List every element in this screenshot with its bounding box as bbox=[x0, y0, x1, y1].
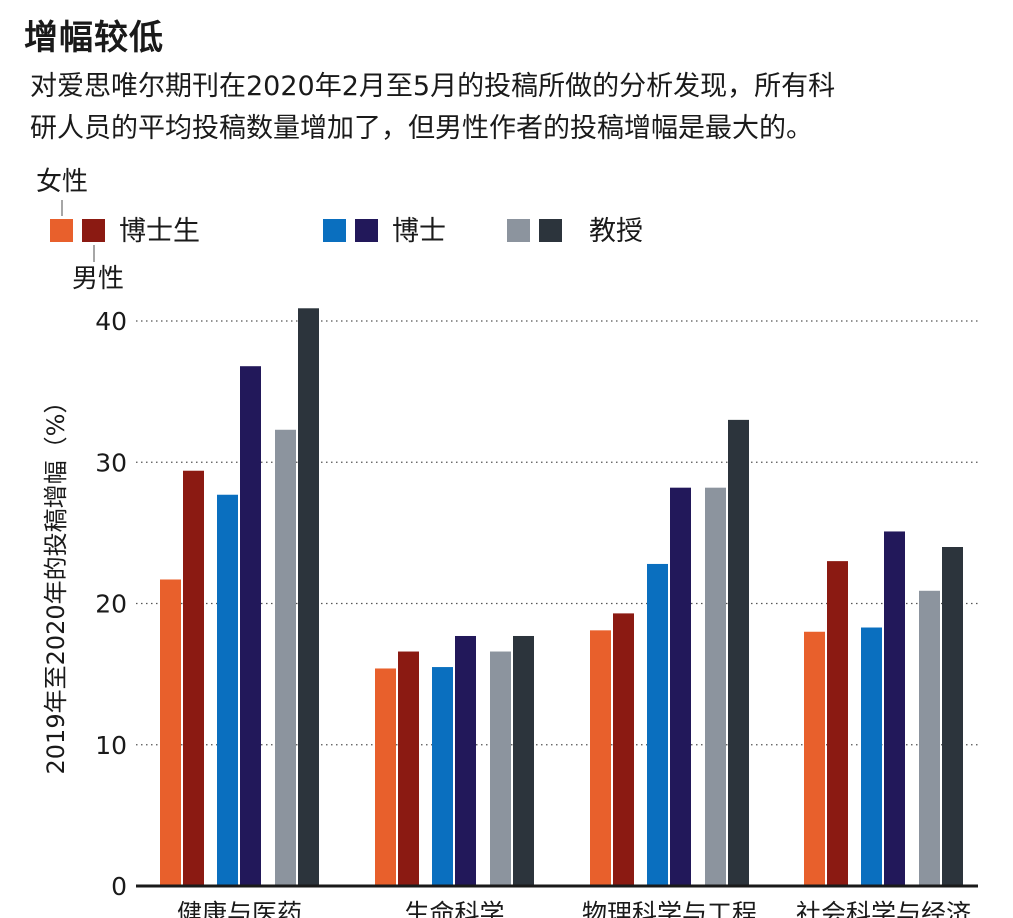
bar-4-4 bbox=[884, 531, 905, 886]
y-tick-label-40: 40 bbox=[95, 307, 127, 336]
subtitle-line-2: 研人员的平均投稿数量增加了，但男性作者的投稿增幅是最大的。 bbox=[30, 113, 813, 144]
y-tick-label-20: 20 bbox=[95, 590, 127, 619]
bar-2-5 bbox=[490, 651, 511, 886]
bar-3-1 bbox=[590, 630, 611, 886]
bar-1-4 bbox=[240, 366, 261, 886]
legend-label-3: 教授 bbox=[589, 216, 643, 247]
bar-1-3 bbox=[217, 494, 238, 886]
x-category-label-4: 社会科学与经济 bbox=[796, 899, 971, 918]
x-category-label-2: 生命科学 bbox=[404, 899, 504, 918]
legend-label-2: 博士 bbox=[392, 216, 446, 247]
legend-swatch-2-male bbox=[355, 219, 378, 242]
bar-1-2 bbox=[183, 470, 204, 886]
bar-1-5 bbox=[275, 429, 296, 886]
x-category-label-3: 物理科学与工程 bbox=[582, 899, 757, 918]
bar-3-3 bbox=[647, 563, 668, 886]
bar-1-6 bbox=[298, 308, 319, 887]
y-tick-label-10: 10 bbox=[95, 731, 127, 760]
legend-swatch-2-female bbox=[323, 219, 346, 242]
bar-4-2 bbox=[827, 561, 848, 886]
bar-2-4 bbox=[455, 635, 476, 886]
legend-label-1: 博士生 bbox=[119, 216, 200, 247]
bar-3-5 bbox=[705, 487, 726, 886]
legend-swatch-3-female bbox=[507, 219, 530, 242]
chart-title: 增幅较低 bbox=[24, 18, 164, 58]
subtitle-line-1: 对爱思唯尔期刊在2020年2月至5月的投稿所做的分析发现，所有科 bbox=[30, 71, 836, 102]
bar-2-2 bbox=[398, 651, 419, 886]
bar-1-1 bbox=[160, 579, 181, 886]
bar-3-2 bbox=[613, 613, 634, 886]
bar-3-4 bbox=[670, 487, 691, 886]
legend-male-label: 男性 bbox=[72, 264, 124, 294]
legend-swatch-1-male bbox=[82, 219, 105, 242]
y-axis-title: 2019年至2020年的投稿增幅（%） bbox=[42, 390, 70, 775]
bar-4-6 bbox=[942, 547, 963, 886]
legend-swatch-1-female bbox=[50, 219, 73, 242]
chart-subtitle: 对爱思唯尔期刊在2020年2月至5月的投稿所做的分析发现，所有科 研人员的平均投… bbox=[30, 66, 970, 150]
y-tick-label-0: 0 bbox=[111, 872, 127, 901]
bar-2-6 bbox=[513, 635, 534, 886]
x-category-label-1: 健康与医药 bbox=[177, 899, 302, 918]
bar-3-6 bbox=[728, 419, 749, 886]
bar-4-5 bbox=[919, 590, 940, 886]
bar-2-1 bbox=[375, 668, 396, 886]
bar-4-3 bbox=[861, 627, 882, 886]
bar-4-1 bbox=[804, 631, 825, 886]
bar-2-3 bbox=[432, 667, 453, 886]
legend-swatch-3-male bbox=[539, 219, 562, 242]
legend-female-label: 女性 bbox=[36, 167, 88, 197]
y-tick-label-30: 30 bbox=[95, 448, 127, 477]
